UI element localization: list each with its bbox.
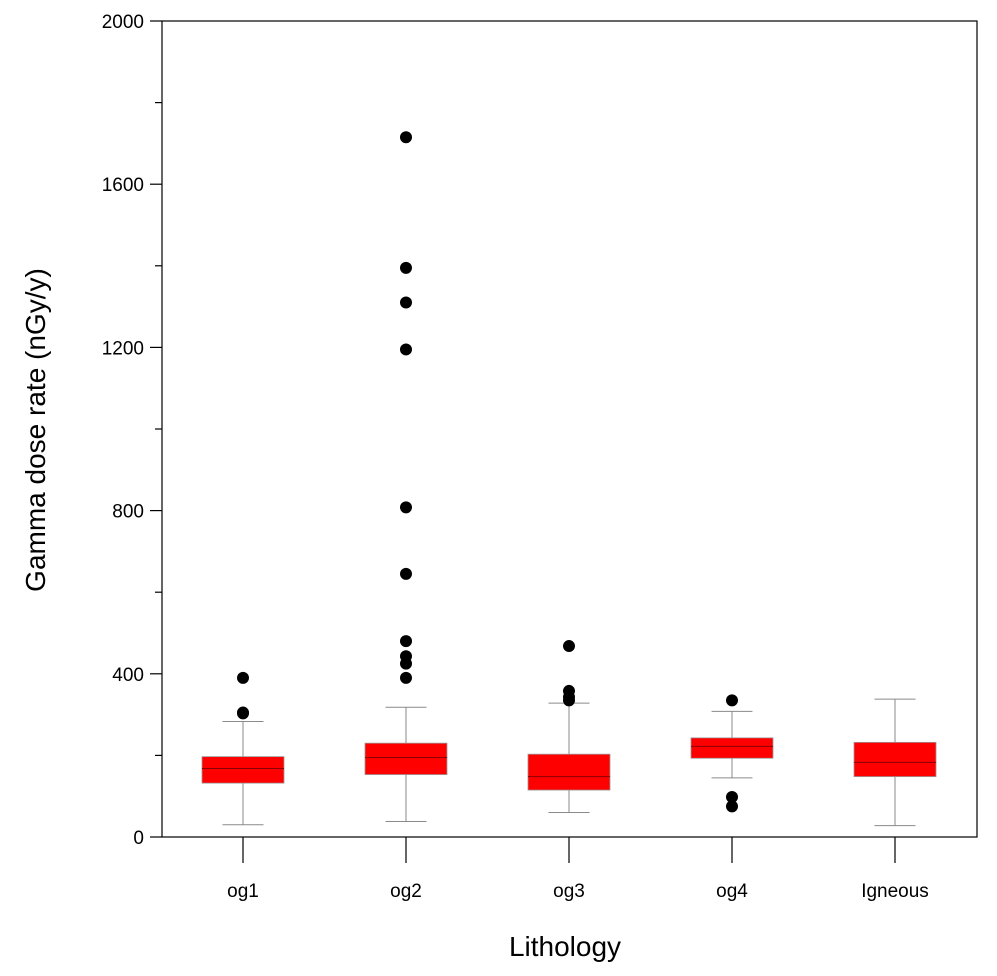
x-tick-label-igneous: Igneous (861, 881, 929, 902)
x-tick-label-og3: og3 (553, 881, 585, 902)
outlier-point (726, 694, 738, 707)
outlier-point (726, 791, 738, 804)
x-tick-label-og1: og1 (227, 881, 259, 902)
box-og3 (527, 640, 611, 814)
y-tick-label: 0 (133, 828, 144, 849)
outlier-point (400, 296, 412, 309)
box-og4 (690, 694, 774, 813)
outlier-point (400, 671, 412, 684)
interquartile-box (853, 741, 937, 778)
x-tick-label-og4: og4 (716, 881, 748, 902)
interquartile-box (527, 753, 611, 791)
y-tick-label: 1600 (102, 175, 144, 196)
box-igneous (853, 698, 937, 827)
x-tick-label-og2: og2 (390, 881, 422, 902)
y-tick-label: 1200 (102, 338, 144, 359)
y-tick-label: 800 (112, 502, 144, 523)
outlier-point (400, 343, 412, 356)
outlier-point (726, 800, 738, 813)
box-series (201, 131, 937, 827)
outlier-point (400, 650, 412, 663)
interquartile-box (201, 756, 285, 784)
outlier-point (400, 501, 412, 514)
outlier-point (400, 635, 412, 648)
y-axis-title: Gamma dose rate (nGy/y) (20, 268, 51, 592)
outlier-point (400, 261, 412, 274)
outlier-point (237, 671, 249, 684)
x-axis: og1 og2 og3 og4 Igneous (227, 837, 929, 902)
outlier-point (400, 131, 412, 144)
outlier-point (400, 567, 412, 580)
box-og1 (201, 671, 285, 826)
y-tick-label: 2000 (102, 12, 144, 33)
y-tick-label: 400 (112, 665, 144, 686)
box-og2 (364, 131, 448, 822)
interquartile-box (364, 742, 448, 775)
x-axis-title: Lithology (509, 931, 621, 962)
outlier-point (237, 706, 249, 719)
outlier-point (563, 684, 575, 697)
outlier-point (563, 640, 575, 653)
interquartile-box (690, 737, 774, 759)
y-axis: 0 400 800 1200 1600 2000 (102, 12, 162, 849)
